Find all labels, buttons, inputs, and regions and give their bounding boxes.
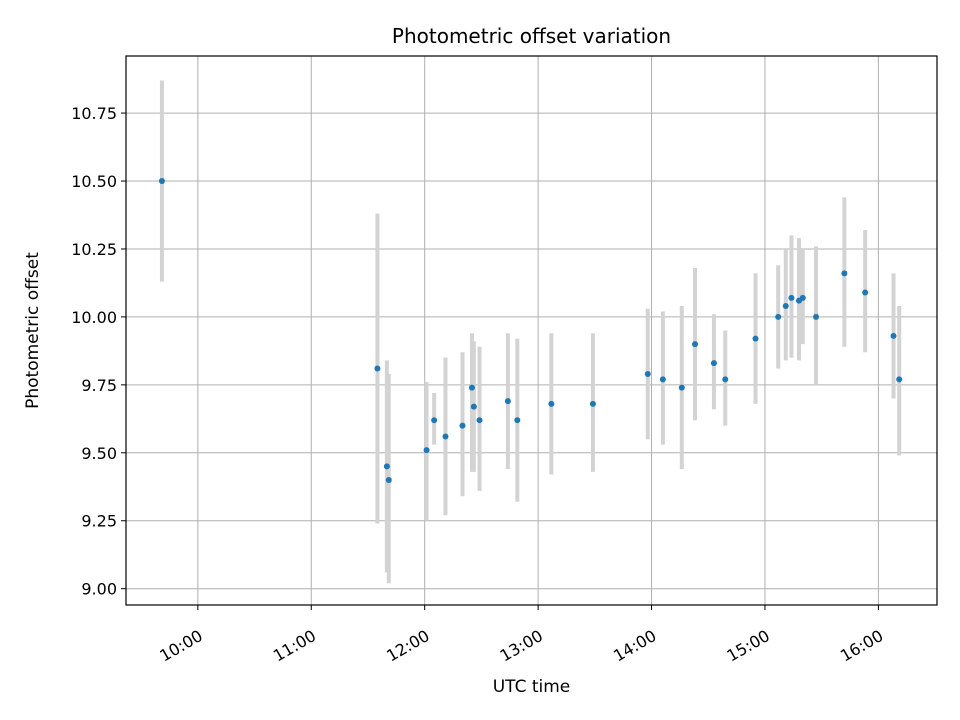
y-axis-title: Photometric offset bbox=[23, 252, 43, 409]
data-point bbox=[678, 384, 685, 391]
data-point bbox=[692, 341, 699, 348]
data-point bbox=[659, 376, 666, 383]
data-point bbox=[710, 360, 717, 367]
y-tick-label: 9.00 bbox=[81, 580, 117, 599]
data-point bbox=[813, 313, 820, 320]
data-point bbox=[459, 422, 466, 429]
chart-title: Photometric offset variation bbox=[392, 24, 671, 48]
x-axis-title: UTC time bbox=[493, 677, 571, 697]
data-point bbox=[158, 178, 165, 185]
data-point bbox=[431, 417, 438, 424]
data-point bbox=[896, 376, 903, 383]
data-point bbox=[722, 376, 729, 383]
data-point bbox=[548, 400, 555, 407]
data-point bbox=[752, 335, 759, 342]
y-tick-label: 9.75 bbox=[81, 376, 117, 395]
y-tick-label: 10.00 bbox=[71, 308, 117, 327]
data-point bbox=[799, 294, 806, 301]
data-point bbox=[374, 365, 381, 372]
data-point bbox=[383, 463, 390, 470]
data-point bbox=[468, 384, 475, 391]
data-point bbox=[644, 370, 651, 377]
data-point bbox=[423, 447, 430, 454]
y-tick-label: 10.50 bbox=[71, 172, 117, 191]
y-tick-label: 10.75 bbox=[71, 104, 117, 123]
plot-frame bbox=[125, 55, 938, 606]
data-point bbox=[504, 398, 511, 405]
y-tick-label: 10.25 bbox=[71, 240, 117, 259]
y-tick-label: 9.25 bbox=[81, 512, 117, 531]
data-point bbox=[589, 400, 596, 407]
data-point bbox=[514, 417, 521, 424]
data-point bbox=[788, 294, 795, 301]
data-point bbox=[775, 313, 782, 320]
data-point bbox=[890, 332, 897, 339]
data-point bbox=[385, 476, 392, 483]
grid bbox=[126, 56, 937, 605]
data-point bbox=[442, 433, 449, 440]
data-point bbox=[782, 303, 789, 310]
data-point bbox=[841, 270, 848, 277]
data-points bbox=[158, 178, 903, 483]
data-point bbox=[470, 403, 477, 410]
y-tick-label: 9.50 bbox=[81, 444, 117, 463]
data-point bbox=[862, 289, 869, 296]
data-point bbox=[476, 417, 483, 424]
